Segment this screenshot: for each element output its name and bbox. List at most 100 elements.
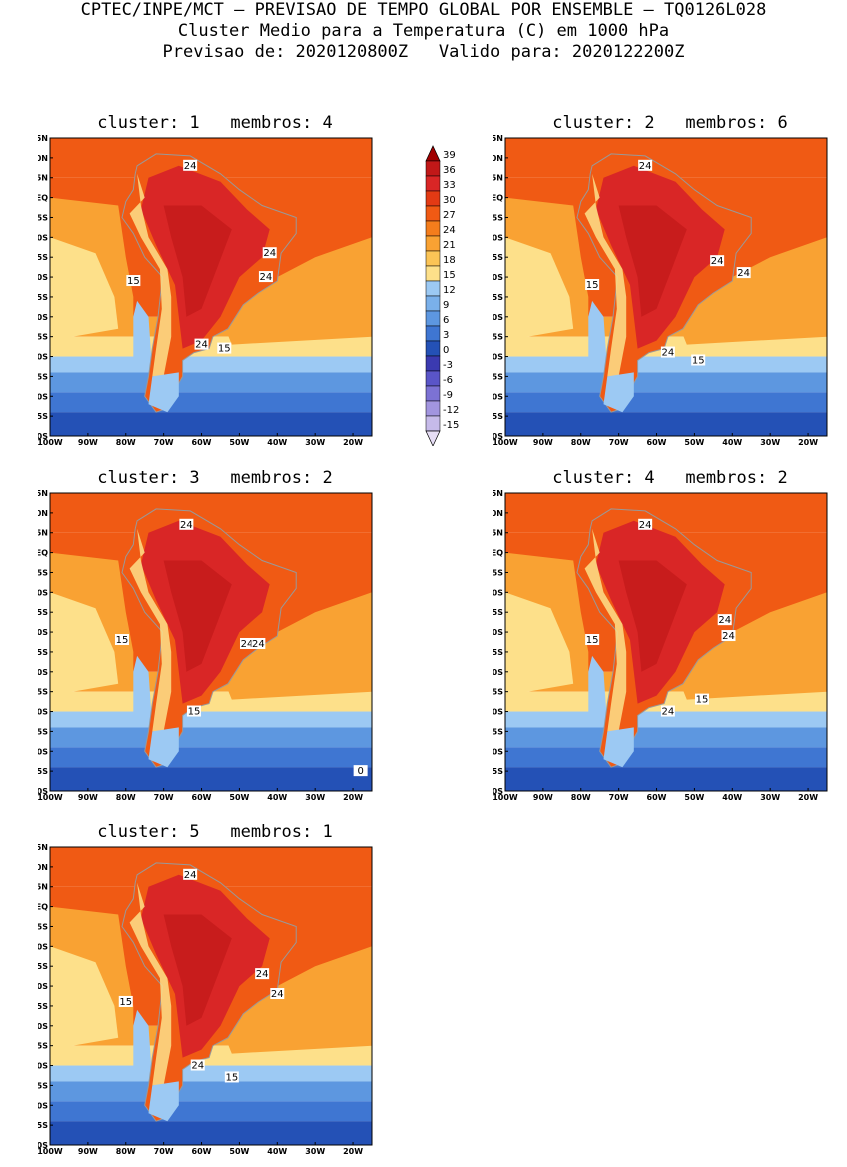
contour-label-box	[255, 968, 270, 980]
lat-tick-label: 5S	[493, 568, 503, 577]
contour-label-box	[239, 637, 254, 649]
temperature-band	[505, 727, 827, 748]
lat-tick-label: 40S	[38, 1062, 48, 1071]
lat-tick-label: 15S	[38, 608, 48, 617]
panel-title: cluster: 4 membros: 2	[552, 468, 788, 488]
contour-label-box	[217, 342, 232, 354]
lon-tick-label: 90W	[533, 793, 553, 802]
legend-label: -9	[443, 390, 453, 401]
humboldt-cold-tongue	[588, 655, 608, 728]
contour-label: 24	[737, 268, 750, 279]
lat-tick-label: 40S	[493, 708, 503, 717]
contour-label: 15	[225, 1072, 238, 1083]
lat-tick-label: 20S	[38, 273, 48, 282]
lat-tick-label: 20S	[38, 982, 48, 991]
legend-swatch	[425, 265, 441, 282]
pacific-cool-zone	[50, 237, 119, 341]
legend-swatch	[425, 310, 441, 327]
lon-tick-label: 20W	[343, 1147, 363, 1156]
lat-tick-label: EQ	[493, 549, 503, 558]
lat-tick-label: 30S	[38, 668, 48, 677]
lat-tick-label: 50S	[38, 392, 48, 401]
contour-label-box	[118, 995, 133, 1007]
contour-label: 24	[184, 870, 197, 881]
legend-swatch	[425, 205, 441, 222]
lat-tick-label: 15S	[38, 962, 48, 971]
lat-tick-label: 40S	[38, 708, 48, 717]
contour-label: 24	[662, 348, 675, 359]
lat-tick-label: 5N	[38, 883, 48, 892]
lon-tick-label: 30W	[305, 438, 325, 447]
andes-cool-strip	[129, 528, 172, 732]
contour-label-box	[183, 868, 198, 880]
legend-label: -3	[443, 360, 453, 371]
lat-tick-label: 55S	[38, 412, 48, 421]
lat-tick-label: 45S	[38, 727, 48, 736]
cluster-panel-1: cluster: 1 membros: 4 24 24 24 24 15 15 15N 10N 5…	[38, 113, 380, 447]
temperature-band	[50, 747, 372, 768]
lat-tick-label: 20S	[38, 628, 48, 637]
legend-swatch	[425, 340, 441, 357]
temperature-band	[505, 691, 827, 712]
contour-label: 24	[256, 969, 269, 980]
temperature-band	[50, 1065, 372, 1082]
lat-tick-label: 45S	[493, 372, 503, 381]
lon-tick-label: 50W	[229, 1147, 249, 1156]
lon-tick-label: 70W	[154, 438, 174, 447]
patagonia-cool-zone	[148, 372, 179, 413]
contour-label-box	[114, 634, 129, 646]
patagonia-cool-zone	[148, 1081, 179, 1122]
lon-tick-label: 50W	[684, 438, 704, 447]
contour-label: 24	[191, 1061, 204, 1072]
lat-tick-label: 45S	[38, 1081, 48, 1090]
patagonia-cool-zone	[603, 727, 634, 768]
hottest-core-zone	[618, 205, 687, 317]
contour-label-box	[258, 271, 273, 283]
lat-tick-label: 5S	[38, 213, 48, 222]
lon-tick-label: 60W	[192, 793, 212, 802]
cluster-panel-2: cluster: 2 membros: 6 24 24 24 24 15 15 15N 10N 5…	[493, 113, 835, 447]
legend-swatch	[425, 400, 441, 417]
legend-label: 6	[443, 315, 449, 326]
lat-tick-label: 20S	[493, 273, 503, 282]
lat-tick-label: EQ	[38, 903, 48, 912]
cluster-panel-5: cluster: 5 membros: 124242424151515N10N5…	[38, 822, 380, 1156]
lon-tick-label: 70W	[154, 793, 174, 802]
contour-label: 24	[184, 161, 197, 172]
contour-label: 15	[692, 356, 705, 367]
contour-label: 24	[195, 340, 208, 351]
temperature-band	[505, 767, 827, 791]
lon-tick-label: 60W	[647, 438, 667, 447]
patagonia-cool-zone	[148, 727, 179, 768]
lon-tick-label: 30W	[760, 438, 780, 447]
contour-label: 24	[260, 272, 273, 283]
map-frame	[504, 137, 828, 437]
lat-tick-label: 10N	[38, 154, 48, 163]
contour-label: 24	[252, 639, 265, 650]
contour-label-box	[638, 159, 653, 171]
lon-tick-label: 30W	[305, 1147, 325, 1156]
contour-label-box	[660, 346, 675, 358]
lat-tick-label: 10S	[38, 942, 48, 951]
contour-label-box	[736, 267, 751, 279]
lat-tick-label: 40S	[493, 353, 503, 362]
legend-label: 30	[443, 195, 456, 206]
header-line-3: Previsao de: 2020120800Z Valido para: 20…	[162, 42, 685, 62]
lon-tick-label: 70W	[609, 438, 629, 447]
panel-title: cluster: 3 membros: 2	[97, 468, 333, 488]
lon-tick-label: 50W	[229, 793, 249, 802]
lat-tick-label: 35S	[38, 333, 48, 342]
legend-swatch	[425, 415, 441, 432]
contour-label: 24	[639, 520, 652, 531]
lat-tick-label: 10N	[38, 509, 48, 518]
contour-label-box	[717, 614, 732, 626]
lat-tick-label: 30S	[38, 1022, 48, 1031]
lon-tick-label: 30W	[305, 793, 325, 802]
contour-label-box	[353, 765, 368, 777]
legend-swatch	[425, 160, 441, 177]
lon-tick-label: 40W	[722, 438, 742, 447]
lat-tick-label: 35S	[38, 688, 48, 697]
andes-cool-strip	[584, 173, 627, 377]
panel-title: cluster: 2 membros: 6	[552, 113, 788, 133]
